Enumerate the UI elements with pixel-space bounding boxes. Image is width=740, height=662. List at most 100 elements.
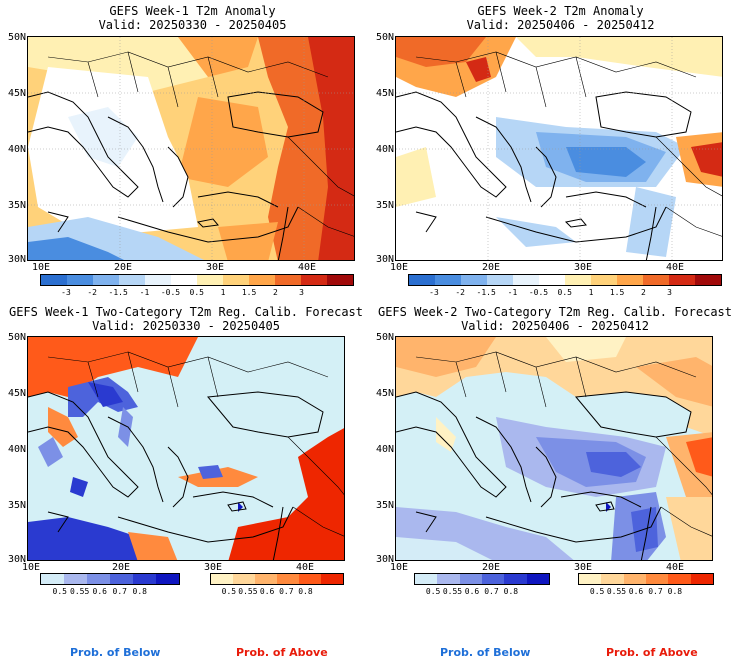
colorbar-tick-label: 0.6 (92, 587, 107, 596)
colorbar-swatch (623, 574, 646, 584)
lat-label: 35N (7, 200, 26, 211)
colorbar-swatch (461, 275, 487, 285)
prob-below-label: Prob. of Below (440, 646, 531, 659)
colorbar-swatch (415, 574, 438, 584)
colorbar-tick-label: 1.5 (609, 288, 625, 297)
colorbar-tick-label: -1 (139, 288, 150, 297)
colorbar-tick-label: 1 (588, 288, 594, 297)
colorbar-tick-label: 0.6 (259, 587, 275, 596)
colorbar-swatch (504, 574, 527, 584)
lon-label: 10E (32, 262, 51, 273)
lat-label: 45N (7, 88, 26, 99)
colorbar-swatch (67, 275, 93, 285)
prob-below-label: Prob. of Below (70, 646, 161, 659)
lat-label: 40N (375, 444, 394, 455)
colorbar-swatch (156, 574, 179, 584)
colorbar-swatch (579, 574, 602, 584)
lon-label: 40E (666, 262, 685, 273)
colorbar-swatch (481, 574, 505, 584)
colorbar-tick-label: 1 (220, 288, 226, 297)
colorbar-tick-label: 0.8 (298, 587, 313, 596)
colorbar-swatch (301, 275, 327, 285)
panel3-valid: Valid: 20250330 - 20250405 (92, 319, 280, 333)
prob-above-label: Prob. of Above (236, 646, 328, 659)
lat-label: 45N (7, 388, 26, 399)
prob-above-label: Prob. of Above (606, 646, 698, 659)
colorbar-swatch (321, 574, 343, 584)
colorbar-tick-label: 0.7 (648, 587, 663, 596)
lat-label: 45N (375, 88, 394, 99)
colorbar-swatch (409, 275, 435, 285)
lat-label: 50N (375, 332, 394, 343)
colorbar-swatch (437, 574, 460, 584)
colorbar-swatch (275, 275, 301, 285)
map-week2-anomaly (395, 36, 723, 261)
colorbar-swatch (133, 574, 156, 584)
lon-label: 30E (204, 562, 223, 573)
colorbar-swatch (110, 574, 133, 584)
colorbar-swatch (459, 574, 482, 584)
lat-label: 40N (7, 144, 26, 155)
coastlines (28, 91, 324, 260)
colorbar-tick-label: -1 (507, 288, 518, 297)
colorbar-tick-label: -3 (61, 288, 71, 297)
colorbar-tick-label: 0.7 (112, 587, 127, 596)
lat-label: 30N (375, 554, 394, 565)
borders (415, 351, 712, 537)
below-colorbar-week1 (40, 573, 180, 585)
colorbar-tick-label: -1.5 (476, 288, 496, 297)
colorbar-tick-label: 0.55 (238, 587, 258, 596)
colorbar-swatch (64, 574, 87, 584)
colorbar-tick-label: 2 (641, 288, 646, 297)
colorbar-tick-label: 3 (299, 288, 304, 297)
lat-label: 35N (375, 500, 394, 511)
panel2-title: GEFS Week-2 T2m Anomaly (477, 4, 644, 18)
lon-label: 30E (206, 262, 225, 273)
colorbar-swatch (41, 574, 64, 584)
colorbar-tick-label: -0.5 (528, 288, 549, 297)
panel4-valid: Valid: 20250406 - 20250412 (461, 319, 649, 333)
below-colorbar-week2 (414, 573, 550, 585)
colorbar-tick-label: 0.55 (442, 587, 463, 596)
colorbar-tick-label: 0.6 (464, 587, 480, 596)
lat-label: 45N (375, 388, 394, 399)
colorbar-tick-label: 0.5 (589, 587, 605, 596)
panel4-title: GEFS Week-2 Two-Category T2m Reg. Calib.… (377, 305, 732, 319)
colorbar-swatch (277, 574, 299, 584)
colorbar-tick-label: 0.6 (628, 587, 644, 596)
colorbar-tick-label: 2 (273, 288, 278, 297)
colorbar-tick-label: -1.5 (108, 288, 128, 297)
colorbar-swatch (41, 275, 67, 285)
panel1-title: GEFS Week-1 T2m Anomaly (109, 4, 276, 18)
colorbar-tick-label: -0.5 (160, 288, 181, 297)
colorbar-swatch (645, 574, 669, 584)
borders (415, 51, 722, 237)
colorbar-tick-label: 0.7 (484, 587, 499, 596)
colorbar-swatch (690, 574, 713, 584)
lon-label: 40E (296, 562, 315, 573)
above-colorbar-week2 (578, 573, 714, 585)
colorbar-swatch (669, 275, 695, 285)
coastlines (396, 391, 692, 560)
panel1-valid: Valid: 20250330 - 20250405 (98, 18, 287, 32)
colorbar-swatch (513, 275, 539, 285)
lat-label: 35N (7, 500, 26, 511)
map-week1-probability (27, 336, 345, 561)
lat-label: 30N (375, 254, 394, 265)
map-week1-anomaly (27, 36, 355, 261)
colorbar-tick-label: 3 (667, 288, 672, 297)
colorbar-swatch (643, 275, 669, 285)
colorbar-swatch (197, 275, 223, 285)
colorbar-tick-label: 0.55 (70, 587, 90, 596)
coastlines (396, 91, 692, 260)
colorbar-swatch (223, 275, 249, 285)
lat-label: 50N (375, 32, 394, 43)
lon-label: 20E (482, 262, 501, 273)
colorbar-tick-label: 0.5 (425, 587, 441, 596)
colorbar-tick-label: 0.5 (557, 288, 572, 297)
colorbar-tick-label: 1.5 (241, 288, 257, 297)
colorbar-swatch (435, 275, 461, 285)
colorbar-tick-label: 0.8 (132, 587, 147, 596)
colorbar-swatch (171, 275, 197, 285)
colorbar-tick-label: 0.55 (606, 587, 627, 596)
